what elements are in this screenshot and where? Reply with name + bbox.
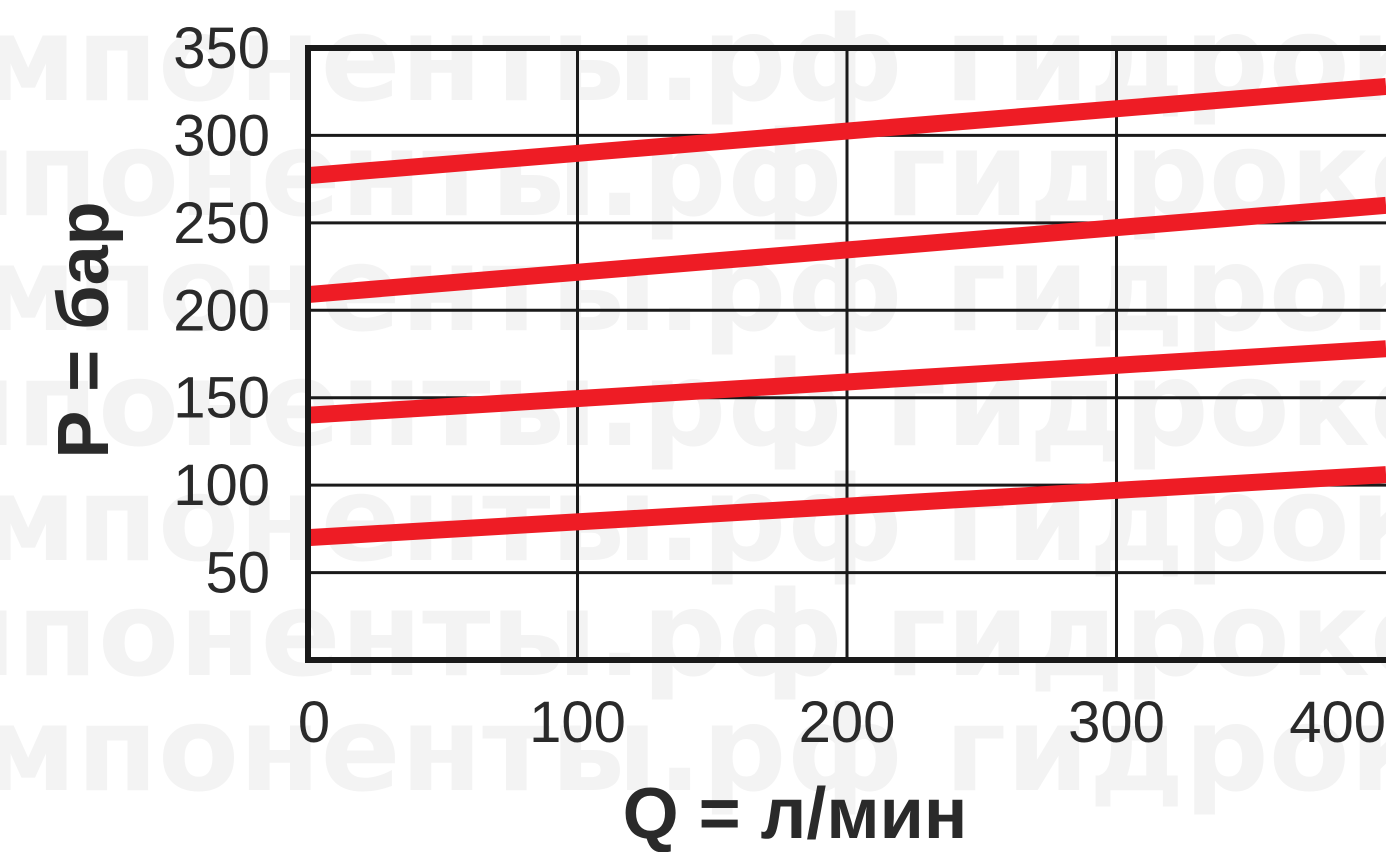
- y-tick-label: 250: [173, 191, 270, 256]
- x-axis-title: Q = л/мин: [623, 774, 968, 852]
- y-tick-label: 300: [173, 103, 270, 168]
- watermark-row: мпоненты.рф гидрокомпоненты.рф гидрокомп…: [0, 680, 1386, 818]
- plot-frame: [305, 45, 1386, 663]
- y-tick-label: 50: [205, 541, 270, 606]
- y-axis-title: P = бар: [44, 201, 124, 458]
- plot-border: [305, 45, 1386, 663]
- x-tick-labels: 0 100 200 300 400: [298, 690, 1386, 755]
- y-tick-label: 150: [173, 366, 270, 431]
- watermark-row: мпоненты.рф гидрокомпоненты.рф гидрокомп…: [0, 220, 1386, 358]
- x-tick-label: 300: [1068, 690, 1165, 755]
- x-tick-label: 0: [298, 690, 330, 755]
- series-group: [307, 77, 1386, 547]
- x-tick-label: 400: [1289, 690, 1386, 755]
- x-tick-label: 200: [799, 690, 896, 755]
- series-line-2: [307, 340, 1386, 424]
- watermark-row: мпоненты.рф гидрокомпоненты.рф гидрокомп…: [0, 565, 1386, 703]
- y-tick-label: 200: [173, 278, 270, 343]
- y-tick-label: 100: [173, 453, 270, 518]
- y-tick-labels: 50 100 150 200 250 300 350: [173, 16, 270, 606]
- x-tick-label: 100: [529, 690, 626, 755]
- series-line-3: [307, 196, 1386, 304]
- series-line-1: [307, 466, 1386, 547]
- series-line-4: [307, 77, 1386, 185]
- y-tick-label: 350: [173, 16, 270, 81]
